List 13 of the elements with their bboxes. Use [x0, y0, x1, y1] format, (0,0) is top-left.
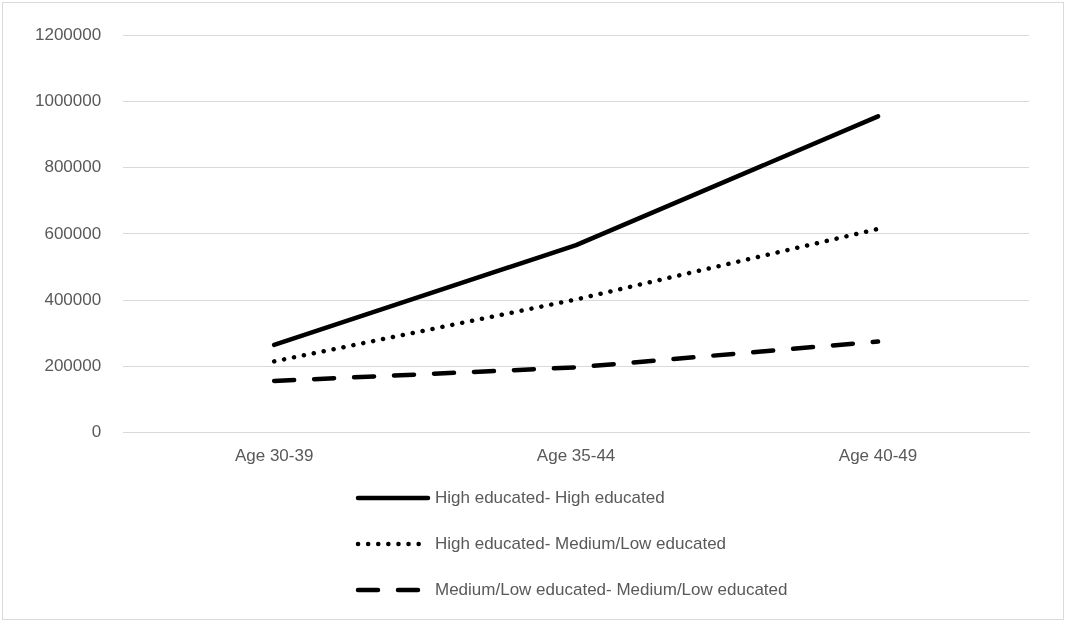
- legend-label: Medium/Low educated- Medium/Low educated: [435, 580, 788, 600]
- y-tick-label: 400000: [44, 289, 102, 309]
- y-tick-label: 600000: [44, 223, 102, 243]
- y-tick-label: 800000: [44, 157, 102, 177]
- legend-label: High educated- Medium/Low educated: [435, 534, 727, 554]
- y-tick-label: 0: [91, 422, 102, 442]
- x-tick-label: Age 40-49: [838, 446, 918, 466]
- x-tick-label: Age 35-44: [536, 446, 616, 466]
- x-tick-label: Age 30-39: [234, 446, 314, 466]
- legend-label: High educated- High educated: [435, 488, 665, 508]
- y-tick-label: 1000000: [34, 91, 102, 111]
- y-tick-label: 1200000: [34, 24, 102, 44]
- y-tick-label: 200000: [44, 356, 102, 376]
